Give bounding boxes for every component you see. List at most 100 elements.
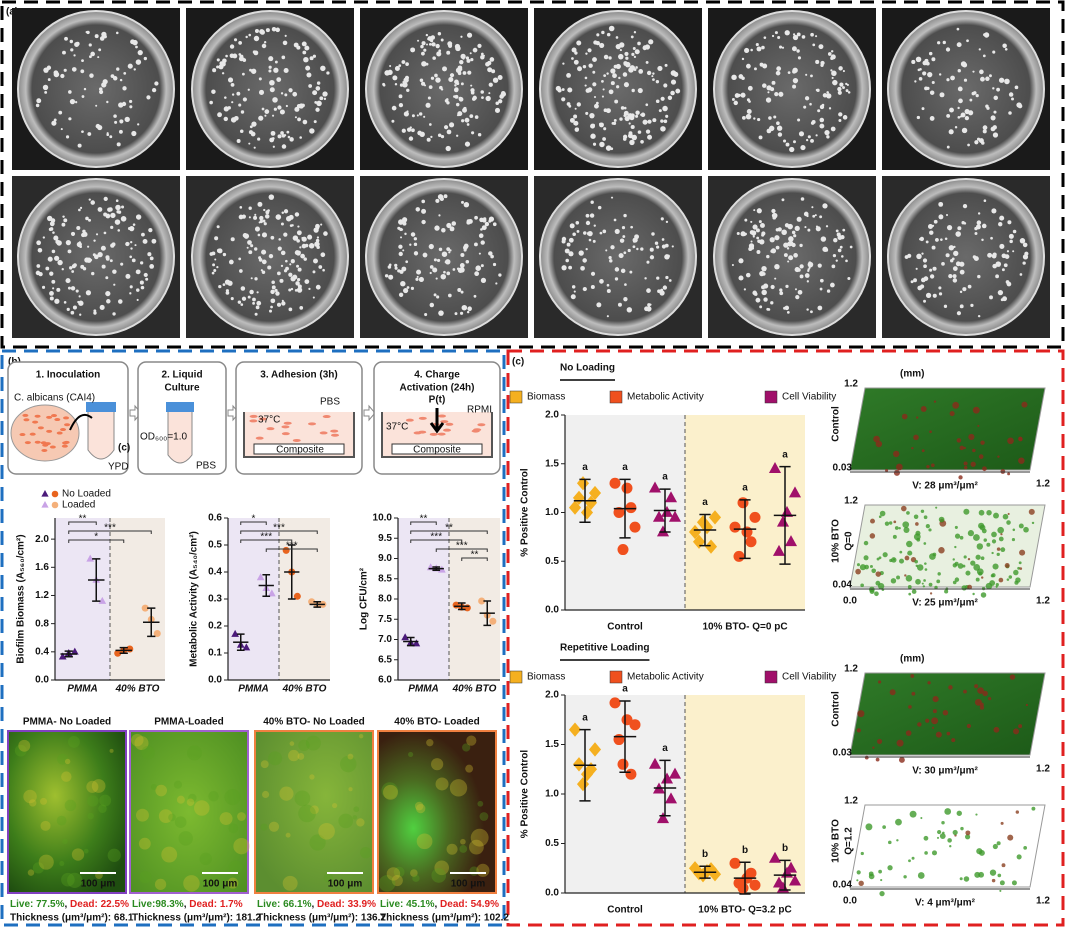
- colony: [792, 34, 799, 41]
- colony: [731, 263, 734, 267]
- render-speck: [888, 840, 892, 845]
- colony: [826, 135, 830, 139]
- stain: [188, 793, 197, 803]
- colony: [1005, 80, 1009, 84]
- colony: [140, 285, 145, 290]
- colony: [644, 306, 649, 312]
- colony: [657, 65, 663, 72]
- colony: [93, 239, 96, 242]
- tube-cap: [166, 402, 194, 412]
- colony: [124, 116, 130, 123]
- colony: [967, 143, 970, 147]
- render-speck: [898, 527, 901, 530]
- render-speck: [963, 555, 967, 559]
- colony: [914, 80, 917, 83]
- colony: [925, 240, 929, 244]
- render-speck: [920, 406, 927, 412]
- colony: [561, 97, 566, 102]
- render-speck: [996, 547, 1001, 551]
- point: [768, 462, 782, 474]
- colony: [316, 100, 322, 107]
- legend-marker: [41, 490, 49, 497]
- point: [625, 768, 637, 780]
- colony: [807, 228, 811, 232]
- colony: [146, 95, 151, 100]
- petri-dish: [365, 10, 523, 168]
- render-speck: [875, 440, 883, 448]
- colony: [265, 28, 270, 33]
- colony: [404, 232, 407, 236]
- axis-label: 0.03: [833, 463, 853, 474]
- colony: [660, 288, 664, 292]
- colony: [100, 245, 106, 251]
- colony: [36, 240, 42, 246]
- colony: [623, 114, 627, 117]
- colony: [786, 247, 790, 250]
- stain: [38, 854, 54, 870]
- colony: [615, 36, 619, 39]
- stain: [294, 790, 311, 807]
- render-speck: [974, 684, 979, 689]
- render-speck: [978, 509, 985, 516]
- colony: [931, 57, 936, 62]
- render-speck: [906, 540, 913, 548]
- colony: [793, 140, 796, 144]
- significance-bracket: [68, 521, 97, 525]
- colony: [752, 290, 757, 296]
- colony: [599, 42, 605, 49]
- colony: [261, 259, 267, 265]
- stain: [408, 751, 414, 758]
- render-speck: [928, 582, 933, 587]
- stain: [67, 872, 83, 888]
- render-speck: [924, 562, 927, 565]
- colony: [290, 287, 294, 291]
- stain: [288, 749, 300, 762]
- colony: [922, 71, 927, 76]
- colony: [68, 117, 72, 121]
- stain: [459, 845, 468, 853]
- colony: [36, 264, 41, 268]
- colony: [37, 247, 43, 253]
- colony: [426, 137, 431, 142]
- colony: [216, 225, 220, 229]
- colony: [119, 119, 124, 124]
- point: [733, 550, 745, 562]
- colony: [665, 114, 669, 118]
- render-speck: [901, 505, 907, 512]
- cell: [322, 415, 331, 419]
- colony: [423, 115, 426, 118]
- live-dead: Live: 77.5%, Dead: 22.5%: [10, 899, 129, 910]
- y-tick-label: 1.6: [35, 562, 49, 573]
- colony: [46, 215, 53, 222]
- stain: [466, 735, 477, 746]
- colony: [810, 139, 814, 143]
- colony: [469, 114, 474, 119]
- colony: [1001, 253, 1007, 259]
- point: [153, 630, 161, 638]
- colony: [963, 78, 968, 82]
- colony: [258, 89, 265, 95]
- colony: [110, 243, 115, 248]
- colony: [555, 85, 561, 92]
- colony: [642, 119, 648, 125]
- colony: [925, 292, 932, 299]
- category-band: [449, 518, 500, 680]
- colony: [831, 264, 836, 269]
- stain: [470, 828, 489, 847]
- colony: [983, 33, 987, 37]
- colony: [495, 101, 499, 105]
- colony: [240, 286, 246, 291]
- colony: [63, 301, 67, 304]
- render-speck: [905, 575, 913, 582]
- colony: [281, 55, 286, 60]
- volume-label: V: 30 μm³/μm²: [912, 766, 978, 777]
- render-speck: [896, 839, 899, 842]
- render-speck: [1031, 521, 1035, 525]
- y-tick-label: 1.5: [545, 458, 559, 469]
- stain: [99, 794, 112, 807]
- render-speck: [899, 550, 903, 554]
- colony: [492, 262, 497, 267]
- colony: [282, 40, 288, 46]
- colony: [989, 296, 993, 300]
- significance-label: ***: [286, 541, 298, 552]
